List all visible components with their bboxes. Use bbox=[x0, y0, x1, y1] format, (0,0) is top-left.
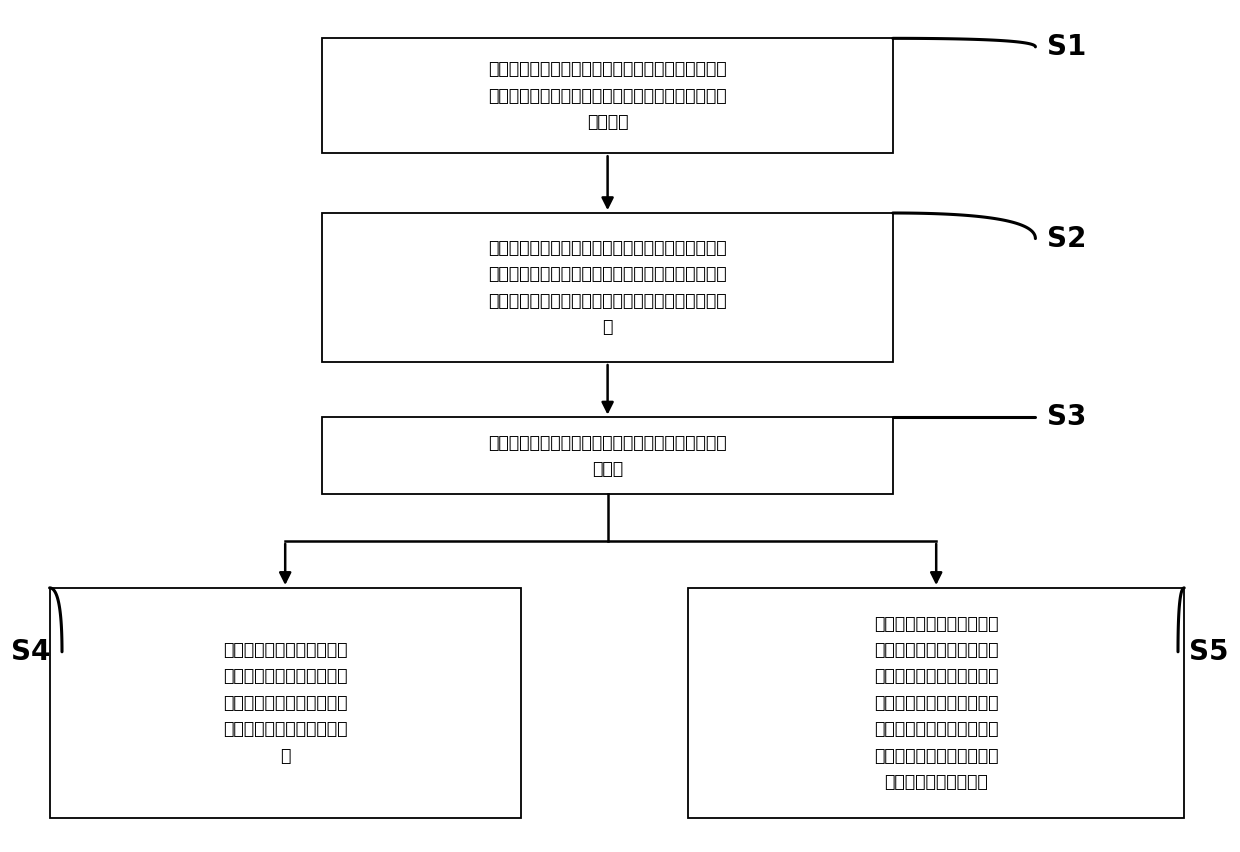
Text: S4: S4 bbox=[11, 638, 51, 665]
Text: S3: S3 bbox=[1047, 404, 1086, 431]
Text: 当云台转动运行到预置位时，获取红外热像仪发送的
监测场景的红外视频流；所述红外视频流包括红外原
始裸数据: 当云台转动运行到预置位时，获取红外热像仪发送的 监测场景的红外视频流；所述红外视… bbox=[489, 60, 727, 131]
Bar bbox=[322, 417, 893, 494]
Bar bbox=[688, 588, 1184, 818]
Bar bbox=[322, 213, 893, 362]
Bar bbox=[50, 588, 521, 818]
Text: S1: S1 bbox=[1047, 33, 1086, 60]
Text: 触发安装于云台上的测距装
置定时测量目标热源与云台
之间的距离并将测量的数据
发送给服务器，使得服务器
将测量的数据与电子地图进
行关联，得出目标热源的定
位信: 触发安装于云台上的测距装 置定时测量目标热源与云台 之间的距离并将测量的数据 发… bbox=[874, 614, 998, 792]
Text: 触发高清摄像机对目标热源
进行跟踪录制高清视频流，
并将高清视频流发送到服务
器，并通过客户端显示给用
户: 触发高清摄像机对目标热源 进行跟踪录制高清视频流， 并将高清视频流发送到服务 器… bbox=[223, 641, 347, 765]
Text: 若存在目标热源时，计算目标热源在监测场景内的位
置坐标: 若存在目标热源时，计算目标热源在监测场景内的位 置坐标 bbox=[489, 434, 727, 478]
Text: 对红外原始裸数据进行扫描分析，从而判断得出所述
预置位的布防区域内是否存在目标热源；所述目标热
源为在预置位的布防区域内触发对应的告警参数的热
源: 对红外原始裸数据进行扫描分析，从而判断得出所述 预置位的布防区域内是否存在目标热… bbox=[489, 239, 727, 337]
Text: S2: S2 bbox=[1047, 225, 1086, 252]
Bar bbox=[322, 38, 893, 153]
Text: S5: S5 bbox=[1189, 638, 1229, 665]
